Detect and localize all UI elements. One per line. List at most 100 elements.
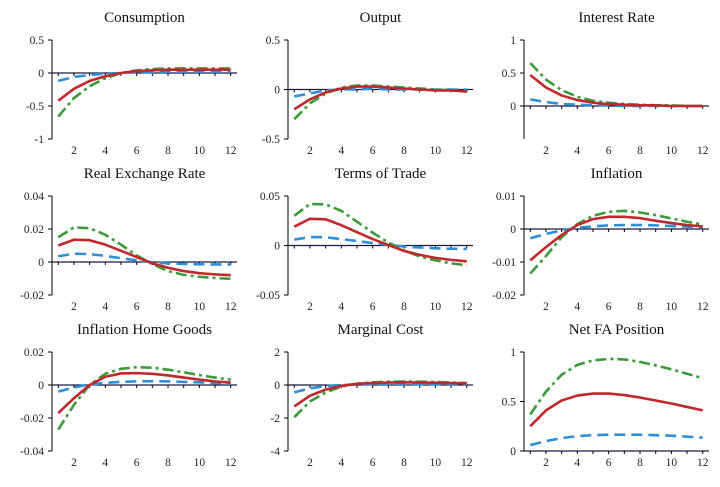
x-tick-label: 4 xyxy=(102,301,108,313)
panel-title: Interest Rate xyxy=(578,10,655,26)
x-tick-label: 10 xyxy=(666,457,678,469)
y-tick-label: 0 xyxy=(274,85,280,97)
x-tick-label: 10 xyxy=(194,145,206,157)
series-line-dashed xyxy=(293,382,467,394)
x-tick-label: 8 xyxy=(637,301,643,313)
series-line-dashed xyxy=(57,379,231,393)
x-tick-label: 6 xyxy=(606,301,612,313)
x-tick-label: 8 xyxy=(165,457,171,469)
y-tick-label: -0.04 xyxy=(20,446,44,458)
y-tick-label: -0.05 xyxy=(256,290,280,302)
x-tick-label: 2 xyxy=(543,457,549,469)
x-tick-label: 12 xyxy=(225,301,237,313)
y-tick-label: -0.5 xyxy=(26,101,44,113)
series-line-dashdot xyxy=(529,62,703,108)
x-tick-label: 2 xyxy=(543,301,549,313)
series-line-solid xyxy=(529,392,704,428)
panel-4: Real Exchange Rate -0.02 0 0.02 0.04 2 4 6 8 10 12 xyxy=(20,166,237,313)
y-tick-label: 0.04 xyxy=(24,191,44,203)
x-tick-label: 2 xyxy=(543,145,549,157)
series-line-solid xyxy=(57,68,231,102)
series-line-solid xyxy=(57,371,231,414)
panel-title: Real Exchange Rate xyxy=(84,166,206,182)
x-tick-label: 8 xyxy=(165,301,171,313)
series-line-dashed xyxy=(57,70,231,83)
panel-title: Marginal Cost xyxy=(338,322,425,338)
x-tick-label: 6 xyxy=(606,457,612,469)
x-tick-label: 2 xyxy=(307,145,313,157)
y-tick-label: 1 xyxy=(510,35,516,47)
x-tick-label: 8 xyxy=(401,145,407,157)
x-tick-label: 2 xyxy=(307,457,313,469)
x-tick-label: 6 xyxy=(134,145,140,157)
y-tick-label: 0 xyxy=(274,241,280,253)
x-tick-label: 10 xyxy=(430,145,442,157)
x-tick-label: 10 xyxy=(666,301,678,313)
y-tick-label: 0.02 xyxy=(24,224,44,236)
x-tick-label: 10 xyxy=(194,301,206,313)
x-tick-label: 8 xyxy=(165,145,171,157)
x-tick-label: 10 xyxy=(666,145,678,157)
panel-title: Inflation Home Goods xyxy=(77,322,212,338)
panel-5: Terms of Trade -0.05 0 0.05 2 4 6 8 10 12 xyxy=(256,166,473,313)
series-line-solid xyxy=(57,238,231,277)
x-tick-label: 6 xyxy=(370,301,376,313)
y-tick-label: 0 xyxy=(510,224,516,236)
series-line-dashed xyxy=(529,433,703,447)
y-tick-label: -2 xyxy=(270,413,280,425)
y-tick-label: 0.5 xyxy=(266,35,281,47)
x-tick-label: 10 xyxy=(194,457,206,469)
y-tick-label: 0.5 xyxy=(30,35,45,47)
series-line-solid xyxy=(293,85,467,111)
panel-title: Output xyxy=(360,10,403,26)
x-tick-label: 4 xyxy=(102,145,108,157)
y-tick-label: -0.01 xyxy=(492,257,516,269)
y-tick-label: 2 xyxy=(274,347,280,359)
panel-6: Inflation -0.02 -0.01 0 0.01 2 4 6 8 10 12 xyxy=(492,166,709,313)
x-tick-label: 12 xyxy=(697,457,709,469)
x-tick-label: 12 xyxy=(461,145,473,157)
y-tick-label: -1 xyxy=(34,134,44,146)
y-tick-label: 0.05 xyxy=(260,191,280,203)
y-tick-label: 1 xyxy=(510,347,516,359)
panel-title: Terms of Trade xyxy=(335,166,427,182)
y-tick-label: 0 xyxy=(510,446,516,458)
y-tick-label: 0.5 xyxy=(502,68,517,80)
y-tick-label: 0 xyxy=(510,101,516,113)
x-tick-label: 12 xyxy=(697,301,709,313)
series-line-dashed xyxy=(294,235,467,251)
x-tick-label: 12 xyxy=(225,457,237,469)
series-line-dashdot xyxy=(529,357,704,416)
x-tick-label: 12 xyxy=(461,301,473,313)
y-tick-label: 0 xyxy=(38,68,44,80)
panel-title: Net FA Position xyxy=(569,322,665,338)
series-line-dashdot xyxy=(57,365,231,431)
x-tick-label: 2 xyxy=(307,301,313,313)
series-line-dashed xyxy=(529,223,703,240)
series-line-dashdot xyxy=(57,67,231,118)
x-tick-label: 4 xyxy=(102,457,108,469)
x-tick-label: 10 xyxy=(430,301,442,313)
panel-title: Consumption xyxy=(104,10,185,26)
x-tick-label: 8 xyxy=(401,301,407,313)
series-line-solid xyxy=(529,73,703,108)
y-tick-label: -0.02 xyxy=(492,290,516,302)
x-tick-label: 12 xyxy=(697,145,709,157)
panel-8: Marginal Cost -4 -2 0 2 2 4 6 8 10 12 xyxy=(270,322,473,469)
x-tick-label: 8 xyxy=(637,145,643,157)
series-line-dashdot xyxy=(529,209,703,275)
y-tick-label: 0 xyxy=(38,257,44,269)
x-tick-label: 2 xyxy=(71,145,77,157)
x-tick-label: 6 xyxy=(134,301,140,313)
y-tick-label: -0.5 xyxy=(262,134,280,146)
x-tick-label: 4 xyxy=(574,301,580,313)
series-line-solid xyxy=(293,381,467,408)
series-line-solid xyxy=(529,215,703,262)
x-tick-label: 4 xyxy=(574,457,580,469)
y-tick-label: 0.5 xyxy=(502,397,517,409)
y-tick-label: 0.01 xyxy=(496,191,516,203)
x-tick-label: 4 xyxy=(338,145,344,157)
x-tick-label: 6 xyxy=(134,457,140,469)
